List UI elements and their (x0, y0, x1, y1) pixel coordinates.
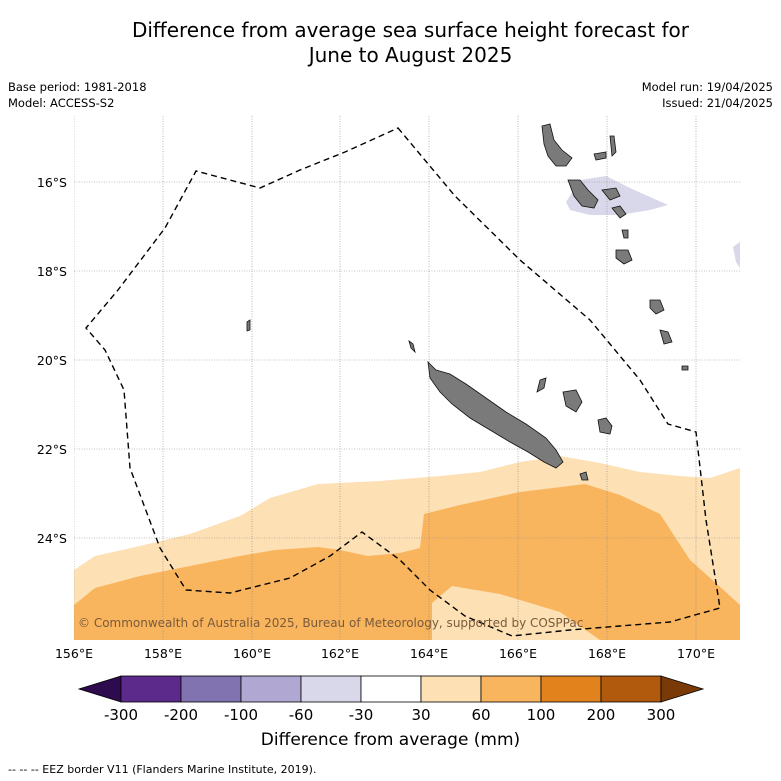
colorbar-tick-label: 30 (411, 706, 430, 724)
land-masses (246, 123, 689, 481)
grande-terre-island (427, 360, 564, 469)
eez-legend-note: -- -- -- EEZ border V11 (Flanders Marine… (8, 763, 317, 776)
colorbar-segment (300, 675, 362, 703)
lon-label: 166°E (499, 646, 537, 661)
colorbar: -300 -200 -100 -60 -30 30 60 100 200 300 (77, 675, 705, 724)
colorbar-segment (360, 675, 422, 703)
lat-label: 16°S (37, 175, 67, 190)
colorbar-segment (120, 675, 182, 703)
colorbar-segment (420, 675, 482, 703)
colorbar-segment (600, 675, 662, 703)
lon-label: 170°E (677, 646, 715, 661)
map-title: Difference from average sea surface heig… (0, 18, 781, 68)
longitude-labels: 156°E 158°E 160°E 162°E 164°E 166°E 168°… (55, 646, 715, 661)
lon-label: 158°E (144, 646, 182, 661)
lat-label: 24°S (37, 531, 67, 546)
colorbar-extend-low (77, 675, 122, 703)
title-line-2: June to August 2025 (308, 43, 513, 67)
colorbar-title: Difference from average (mm) (260, 730, 521, 750)
base-period: Base period: 1981-2018 (8, 80, 147, 94)
lon-label: 164°E (410, 646, 448, 661)
lon-label: 160°E (233, 646, 271, 661)
colorbar-tick-label: -300 (104, 706, 138, 724)
model-name: Model: ACCESS-S2 (8, 96, 115, 110)
eez-border (85, 127, 721, 637)
lon-label: 162°E (321, 646, 359, 661)
colorbar-segment (240, 675, 302, 703)
lat-label: 22°S (37, 442, 67, 457)
title-line-1: Difference from average sea surface heig… (131, 18, 690, 42)
colorbar-tick-label: 300 (647, 706, 676, 724)
colorbar-tick-label: 100 (527, 706, 556, 724)
map-area: © Commonwealth of Australia 2025, Bureau… (74, 116, 740, 640)
anomaly-60-100-region-west (74, 484, 740, 640)
latitude-labels: 16°S 18°S 20°S 22°S 24°S (37, 175, 67, 546)
meta-right: Model run: 19/04/2025 Issued: 21/04/2025 (642, 79, 773, 111)
colorbar-tick-label: 60 (471, 706, 490, 724)
lon-label: 156°E (55, 646, 93, 661)
colorbar-segment (180, 675, 242, 703)
colorbar-segment (480, 675, 542, 703)
espiritu-santo-island (541, 123, 573, 167)
colorbar-tick-label: -100 (224, 706, 258, 724)
lat-label: 20°S (37, 353, 67, 368)
meta-left: Base period: 1981-2018 Model: ACCESS-S2 (8, 79, 147, 111)
lon-label: 168°E (588, 646, 626, 661)
colorbar-tick-label: -200 (164, 706, 198, 724)
issued-date: Issued: 21/04/2025 (662, 96, 773, 110)
colorbar-extend-high (660, 675, 705, 703)
grid-lines (74, 116, 740, 640)
lat-label: 18°S (37, 264, 67, 279)
colorbar-segment (540, 675, 602, 703)
model-run: Model run: 19/04/2025 (641, 80, 773, 94)
copyright-note: © Commonwealth of Australia 2025, Bureau… (78, 616, 583, 630)
colorbar-tick-label: -60 (289, 706, 314, 724)
colorbar-tick-label: 200 (587, 706, 616, 724)
colorbar-tick-label: -30 (349, 706, 374, 724)
